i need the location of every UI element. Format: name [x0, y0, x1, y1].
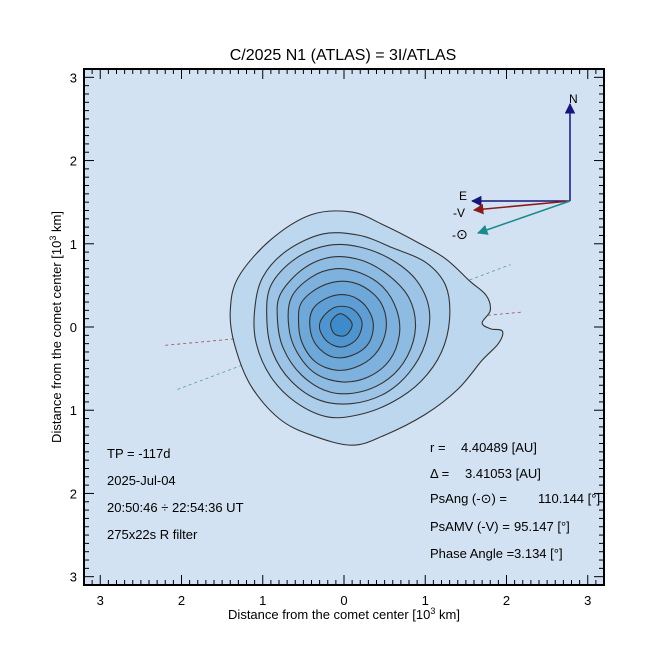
y-tick-label: 1	[70, 237, 77, 252]
x-tick-label: 0	[340, 593, 347, 608]
x-tick-label: 3	[97, 593, 104, 608]
x-tick-label: 1	[259, 593, 266, 608]
sun-label-symbol: ⊙	[456, 226, 468, 242]
y-tick-label: 0	[70, 320, 77, 335]
y-tick-label: 2	[70, 154, 77, 169]
chart-title: C/2025 N1 (ATLAS) = 3I/ATLAS	[230, 47, 457, 64]
info-right-value: 110.144 [°]	[538, 491, 600, 506]
info-right-value: 95.147 [°]	[514, 519, 570, 534]
x-tick-label: 2	[503, 593, 510, 608]
info-right-label: Phase Angle =	[430, 546, 514, 561]
east-label: E	[459, 189, 467, 203]
sun-label-prefix: -	[452, 228, 456, 242]
compass-arrows: N E -V -⊙	[452, 92, 578, 242]
x-axis-label: Distance from the comet center [103 km]	[228, 606, 460, 622]
annotation-layer: TP = -117d 2025-Jul-04 20:50:46 ÷ 22:54:36…	[107, 440, 600, 561]
y-axis-label: Distance from the comet center [103 km]	[48, 211, 64, 443]
info-right-label: PsAng (-⊙) =	[430, 491, 507, 506]
x-tick-label: 3	[584, 593, 591, 608]
y-axis-label-end: km]	[49, 211, 64, 236]
y-tick-label: 1	[70, 403, 77, 418]
contour-layer	[229, 210, 504, 446]
y-tick-label: 2	[70, 486, 77, 501]
x-axis-label-end: km]	[435, 607, 460, 622]
x-tick-label: 1	[422, 593, 429, 608]
info-left-line: TP = -117d	[107, 446, 170, 461]
north-label: N	[569, 92, 578, 106]
info-left-line: 20:50:46 ÷ 22:54:36 UT	[107, 500, 244, 515]
x-tick-label: 2	[178, 593, 185, 608]
contour-level-9	[330, 313, 353, 337]
x-axis-label-main: Distance from the comet center [10	[228, 607, 430, 622]
sun-label: -⊙	[452, 226, 468, 242]
y-tick-label: 3	[70, 570, 77, 585]
y-tick-label: 3	[70, 70, 77, 85]
y-axis-label-sup: 3	[48, 236, 58, 241]
info-right-value: 3.41053 [AU]	[465, 466, 541, 481]
y-axis-label-main: Distance from the comet center [10	[49, 241, 64, 443]
info-left-line: 2025-Jul-04	[107, 473, 176, 488]
info-left-line: 275x22s R filter	[107, 527, 198, 542]
sun-arrow	[477, 200, 571, 235]
info-right-label: PsAMV (-V) =	[430, 519, 510, 534]
axis-ticks: 3 2 1 0 1 2 3 3 2 1 0 1 2 3	[70, 68, 605, 608]
info-right-label: r =	[430, 440, 446, 455]
info-right-label: Δ =	[430, 466, 449, 481]
velocity-arrow	[472, 200, 571, 215]
info-right-value: 4.40489 [AU]	[461, 440, 537, 455]
x-axis-label-sup: 3	[430, 606, 435, 616]
velocity-label: -V	[453, 206, 465, 220]
info-right-value: 3.134 [°]	[514, 546, 563, 561]
